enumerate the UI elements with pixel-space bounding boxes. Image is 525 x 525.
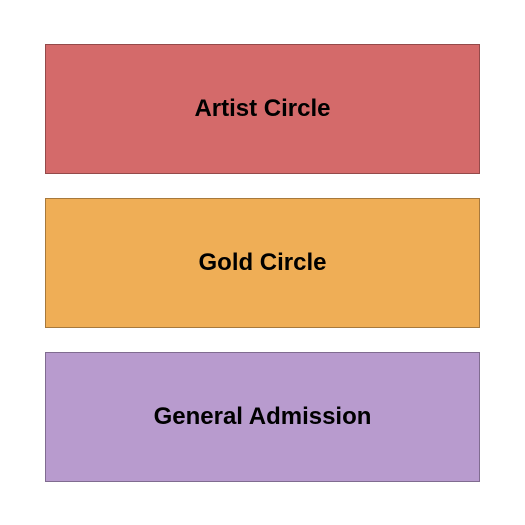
- section-label: Gold Circle: [198, 249, 326, 277]
- section-gold-circle[interactable]: Gold Circle: [45, 198, 480, 328]
- section-label: Artist Circle: [194, 95, 330, 123]
- section-general-admission[interactable]: General Admission: [45, 352, 480, 482]
- section-label: General Admission: [154, 403, 372, 431]
- section-artist-circle[interactable]: Artist Circle: [45, 44, 480, 174]
